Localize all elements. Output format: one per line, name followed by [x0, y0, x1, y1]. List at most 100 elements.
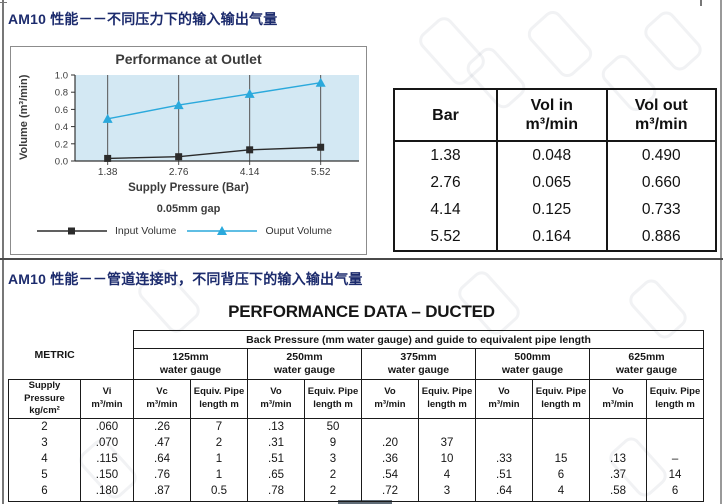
- outlet-cell: 0.660: [641, 174, 681, 191]
- square-marker: [104, 154, 112, 162]
- ducted-cell: 10: [440, 452, 454, 465]
- ducted-cell: .51: [496, 468, 512, 481]
- ducted-column-header: Supply Pressure kg/cm²: [8, 379, 81, 419]
- bottom-cutoff-bar: [338, 500, 392, 504]
- outlet-cell: 0.164: [532, 228, 572, 245]
- legend-item: Input Volume: [37, 225, 176, 237]
- outlet-data-column: 1.38 2.76 4.14 5.52: [392, 140, 499, 252]
- ducted-cell: 1: [215, 468, 223, 481]
- page-right-border: [720, 0, 722, 504]
- chart-title: Performance at Outlet: [115, 51, 262, 67]
- square-marker: [175, 153, 183, 161]
- y-tick-label: 0.4: [55, 122, 68, 133]
- ducted-cell: .070: [95, 436, 119, 449]
- outlet-cell: 0.065: [532, 174, 572, 191]
- ducted-cell: 50: [326, 420, 340, 433]
- ducted-data-column: .060 .070 .115 .150 .180: [80, 417, 134, 502]
- ducted-cell: .13: [610, 452, 626, 465]
- ducted-cell: [476, 435, 532, 451]
- ducted-cell: 4: [443, 468, 451, 481]
- square-marker: [246, 146, 254, 154]
- chart-annotation: 0.05mm gap: [156, 203, 221, 215]
- ducted-cell: [476, 419, 532, 435]
- ducted-cell: [590, 435, 646, 451]
- ducted-cell: .76: [154, 468, 170, 481]
- ducted-cell: .47: [154, 436, 170, 449]
- ducted-cell: 2: [41, 420, 48, 433]
- x-tick-label: 5.52: [311, 167, 331, 178]
- ducted-data-column: 15 6 4: [532, 417, 590, 502]
- y-tick-label: 0.8: [55, 88, 68, 99]
- ducted-cell: .33: [496, 452, 512, 465]
- ducted-cell: 1: [215, 452, 223, 465]
- ducted-cell: .78: [268, 484, 284, 497]
- ducted-cell: 3: [329, 452, 337, 465]
- ducted-cell: .72: [382, 484, 398, 497]
- triangle-legend-marker-icon: [187, 226, 258, 235]
- outlet-cell: 0.886: [641, 228, 681, 245]
- ducted-data-column: .13 .31 .51 .65 .78: [247, 417, 305, 502]
- ducted-cell: .060: [95, 420, 119, 433]
- ducted-column-header: Equiv. Pipe length m: [304, 379, 362, 419]
- outlet-cell: 0.048: [532, 147, 572, 164]
- ducted-cell: .64: [496, 484, 512, 497]
- ducted-column-header: Equiv. Pipe length m: [645, 379, 705, 419]
- section2-heading: AM10 性能－－管道连接时，不同背压下的输入输出气量: [8, 271, 363, 287]
- ducted-data-column: 37 10 4 3: [418, 417, 476, 502]
- triangle-marker: [102, 113, 113, 123]
- ducted-cell: .37: [610, 468, 626, 481]
- line-chart: 0.0 0.2 0.4 0.6 0.8 1.0 1.38 2.76 4.14 5.52: [55, 71, 359, 178]
- square-legend-marker-icon: [37, 227, 107, 235]
- ducted-cell: 4: [41, 452, 48, 465]
- ducted-cell: .20: [382, 436, 398, 449]
- water-gauge-group-header: 375mm water gauge: [361, 348, 476, 380]
- ducted-cell: 4: [557, 484, 565, 497]
- outlet-column-header: Vol in m³/min: [496, 88, 608, 142]
- legend-item: Ouput Volume: [187, 225, 332, 237]
- ducted-cell: 2: [329, 484, 337, 497]
- ducted-cell: .58: [610, 484, 626, 497]
- section-divider: [0, 258, 723, 260]
- back-pressure-header: Back Pressure (mm water gauge) and guide…: [132, 330, 705, 349]
- ducted-cell: .26: [154, 420, 170, 433]
- ducted-cell: [647, 419, 703, 435]
- x-tick-label: 2.76: [169, 167, 189, 178]
- outlet-cell: 0.733: [641, 201, 681, 218]
- ducted-cell: 2: [329, 468, 337, 481]
- outlet-data-column: 0.048 0.065 0.125 0.164: [496, 140, 608, 252]
- outlet-data-column: 0.490 0.660 0.733 0.886: [605, 140, 717, 252]
- ducted-data-column: .20 .36 .54 .72: [361, 417, 419, 502]
- ducted-column-header: Vc m³/min: [133, 379, 191, 419]
- outlet-cell: 1.38: [430, 147, 461, 164]
- ducted-performance-table: METRIC Back Pressure (mm water gauge) an…: [8, 330, 705, 502]
- ducted-column-header: Vo m³/min: [589, 379, 647, 419]
- ducted-cell: 0.5: [211, 484, 227, 497]
- water-gauge-group-header: 250mm water gauge: [247, 348, 362, 380]
- outlet-volume-table: Bar Vol in m³/min Vol out m³/min 1.38 2.76 4.14…: [392, 88, 717, 252]
- ducted-cell: 9: [329, 436, 337, 449]
- chart-y-axis-label: Volume (m³/min): [18, 74, 30, 160]
- x-tick-label: 4.14: [240, 167, 260, 178]
- ducted-data-column: .13 .37 .58: [589, 417, 647, 502]
- outlet-cell: 5.52: [430, 228, 461, 245]
- watermark-decoration: [640, 7, 706, 75]
- ducted-cell: [533, 435, 589, 451]
- water-gauge-group-header: 500mm water gauge: [475, 348, 590, 380]
- ducted-column-header: Vo m³/min: [247, 379, 305, 419]
- ducted-cell: 15: [554, 452, 568, 465]
- ducted-cell: .36: [382, 452, 398, 465]
- page-top-left-tick: [0, 2, 7, 3]
- triangle-marker: [315, 77, 326, 87]
- ducted-cell: [362, 419, 418, 435]
- legend-label: Input Volume: [115, 225, 177, 237]
- ducted-cell: 6: [671, 484, 679, 497]
- ducted-column-header: Equiv. Pipe length m: [418, 379, 476, 419]
- watermark-decoration: [523, 6, 597, 82]
- outlet-column-header: Vol out m³/min: [605, 88, 717, 142]
- ducted-cell: .150: [95, 468, 119, 481]
- ducted-cell: .87: [154, 484, 170, 497]
- water-gauge-group-header: 625mm water gauge: [588, 348, 705, 380]
- ducted-cell: [533, 419, 589, 435]
- ducted-cell: 37: [440, 436, 454, 449]
- water-gauge-group-header: 125mm water gauge: [133, 348, 248, 380]
